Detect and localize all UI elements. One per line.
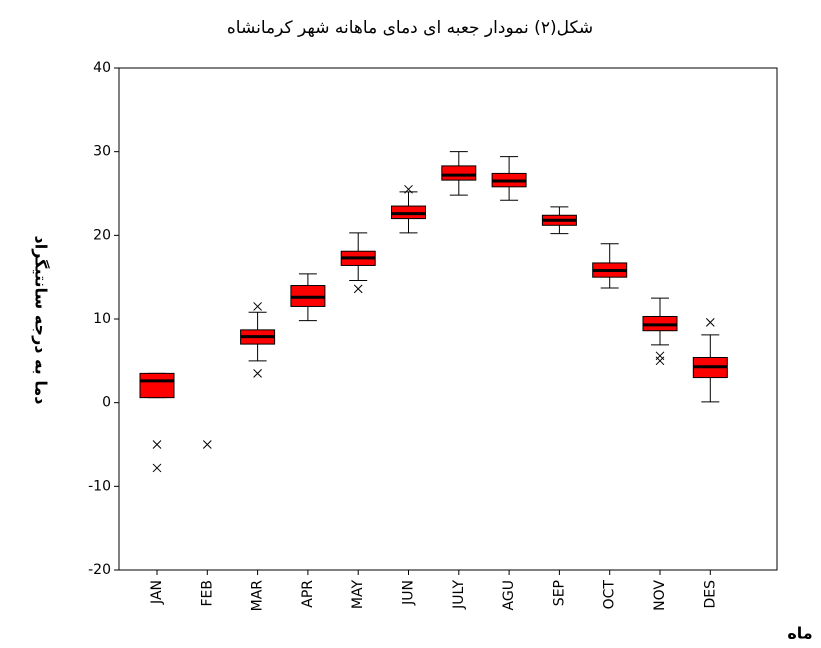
x-tick-label: AGU — [501, 580, 517, 610]
x-tick-label: OCT — [602, 580, 618, 610]
outlier — [353, 284, 363, 294]
y-tick-label: 20 — [93, 227, 111, 243]
x-tick-label: FEB — [199, 580, 215, 607]
x-tick-label: JULY — [451, 580, 467, 610]
outlier — [253, 369, 262, 378]
x-tick-label: MAR — [250, 580, 266, 612]
outlier — [152, 463, 162, 473]
x-tick-label: JUN — [401, 580, 417, 606]
outlier — [202, 440, 212, 449]
y-tick-label: -10 — [88, 478, 111, 494]
x-axis-title: ماه — [787, 624, 812, 643]
y-tick-label: 40 — [93, 60, 111, 76]
x-tick-label: APR — [300, 580, 316, 608]
y-tick-label: 30 — [93, 144, 111, 160]
outlier — [404, 184, 413, 194]
plot-frame — [118, 67, 778, 571]
outlier — [655, 356, 665, 366]
outlier — [152, 440, 162, 449]
x-tick-label: NOV — [652, 580, 668, 611]
y-tick-label: 10 — [93, 311, 111, 327]
x-tick-label: SEP — [551, 580, 567, 606]
outlier — [253, 302, 262, 311]
y-tick-label: 0 — [102, 395, 111, 411]
x-tick-label: MAY — [350, 580, 366, 610]
y-axis-title: دما به درجه سانتیگراد — [32, 236, 51, 405]
box — [139, 372, 175, 399]
x-tick-label: JAN — [149, 580, 165, 605]
box — [441, 165, 477, 181]
y-tick-label: -20 — [88, 562, 111, 578]
chart-title: شکل(۲) نمودار جعبه ای دمای ماهانه شهر کر… — [227, 18, 593, 38]
x-tick-label: DES — [702, 580, 718, 609]
outlier — [705, 317, 715, 327]
